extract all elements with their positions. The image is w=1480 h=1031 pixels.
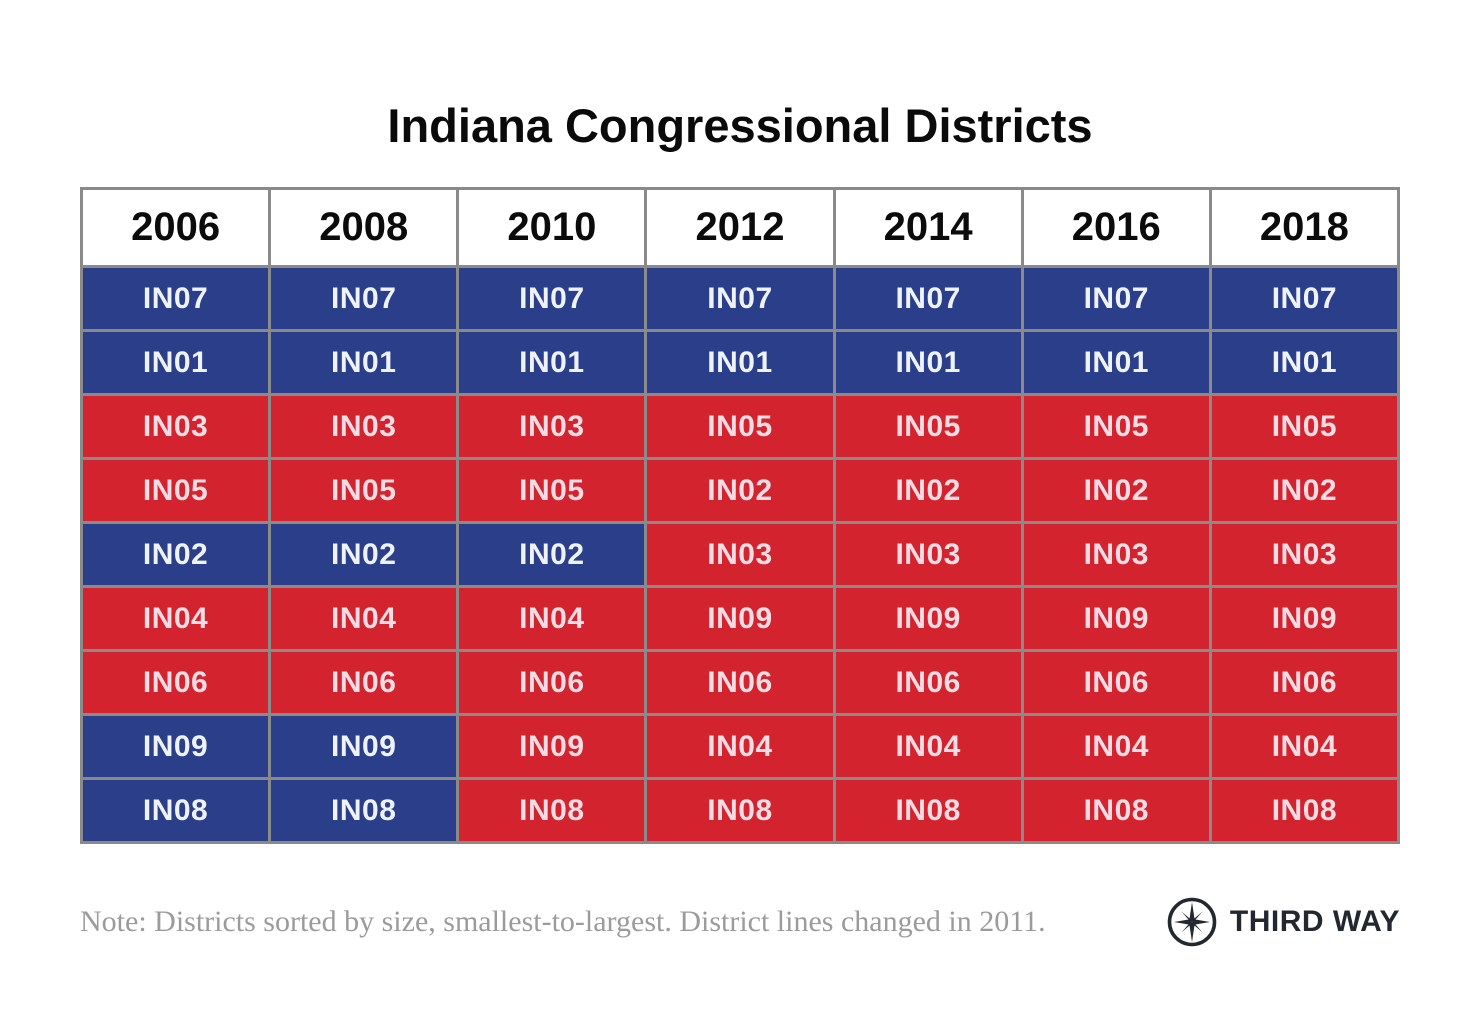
page-title: Indiana Congressional Districts [387,99,1093,152]
districts-grid: 2006 2008 2010 2012 2014 2016 2018 IN07 IN07 IN07… [80,187,1400,844]
district-cell: IN02 [271,524,457,585]
district-cell: IN06 [647,652,833,713]
year-header: 2014 [835,190,1021,265]
district-cell: IN09 [835,588,1021,649]
district-cell: IN04 [1211,716,1397,777]
district-cell: IN07 [647,268,833,329]
district-cell: IN04 [271,588,457,649]
year-header: 2012 [647,190,833,265]
year-header: 2006 [83,190,269,265]
district-cell: IN09 [1023,588,1209,649]
district-cell: IN06 [1211,652,1397,713]
district-cell: IN01 [835,332,1021,393]
district-cell: IN01 [1211,332,1397,393]
district-cell: IN02 [459,524,645,585]
district-cell: IN06 [459,652,645,713]
district-cell: IN01 [271,332,457,393]
year-header: 2016 [1023,190,1209,265]
district-cell: IN08 [835,780,1021,841]
district-cell: IN02 [647,460,833,521]
compass-rose-icon [1167,897,1217,947]
district-cell: IN06 [835,652,1021,713]
district-cell: IN04 [647,716,833,777]
district-cell: IN05 [83,460,269,521]
year-header: 2008 [271,190,457,265]
district-cell: IN03 [459,396,645,457]
footer: Note: Districts sorted by size, smallest… [80,892,1400,952]
district-cell: IN02 [1211,460,1397,521]
district-cell: IN06 [271,652,457,713]
district-cell: IN05 [647,396,833,457]
district-cell: IN04 [83,588,269,649]
district-cell: IN09 [271,716,457,777]
district-cell: IN04 [459,588,645,649]
third-way-logo: THIRD WAY [1166,896,1400,948]
district-cell: IN09 [459,716,645,777]
note-text: Note: Districts sorted by size, smallest… [80,905,1046,938]
year-header: 2010 [459,190,645,265]
district-cell: IN08 [271,780,457,841]
district-cell: IN08 [1023,780,1209,841]
district-cell: IN01 [83,332,269,393]
district-cell: IN01 [459,332,645,393]
district-cell: IN03 [1023,524,1209,585]
district-cell: IN08 [1211,780,1397,841]
district-cell: IN07 [459,268,645,329]
district-cell: IN05 [1023,396,1209,457]
district-cell: IN05 [459,460,645,521]
logo-text: THIRD WAY [1229,905,1400,938]
district-cell: IN03 [647,524,833,585]
district-cell: IN05 [1211,396,1397,457]
district-cell: IN06 [1023,652,1209,713]
district-cell: IN07 [83,268,269,329]
district-cell: IN07 [1211,268,1397,329]
district-cell: IN03 [271,396,457,457]
district-cell: IN05 [271,460,457,521]
district-cell: IN08 [647,780,833,841]
district-cell: IN01 [1023,332,1209,393]
district-cell: IN02 [835,460,1021,521]
district-cell: IN02 [83,524,269,585]
district-cell: IN08 [83,780,269,841]
district-cell: IN03 [83,396,269,457]
district-cell: IN07 [835,268,1021,329]
district-cell: IN03 [1211,524,1397,585]
district-cell: IN08 [459,780,645,841]
district-cell: IN09 [1211,588,1397,649]
district-cell: IN09 [647,588,833,649]
district-cell: IN03 [835,524,1021,585]
district-cell: IN04 [835,716,1021,777]
district-cell: IN01 [647,332,833,393]
district-cell: IN06 [83,652,269,713]
district-cell: IN07 [271,268,457,329]
district-cell: IN05 [835,396,1021,457]
district-cell: IN07 [1023,268,1209,329]
districts-table: 2006 2008 2010 2012 2014 2016 2018 IN07 IN07 IN07… [80,187,1400,844]
district-cell: IN04 [1023,716,1209,777]
year-header: 2018 [1211,190,1397,265]
district-cell: IN09 [83,716,269,777]
district-cell: IN02 [1023,460,1209,521]
